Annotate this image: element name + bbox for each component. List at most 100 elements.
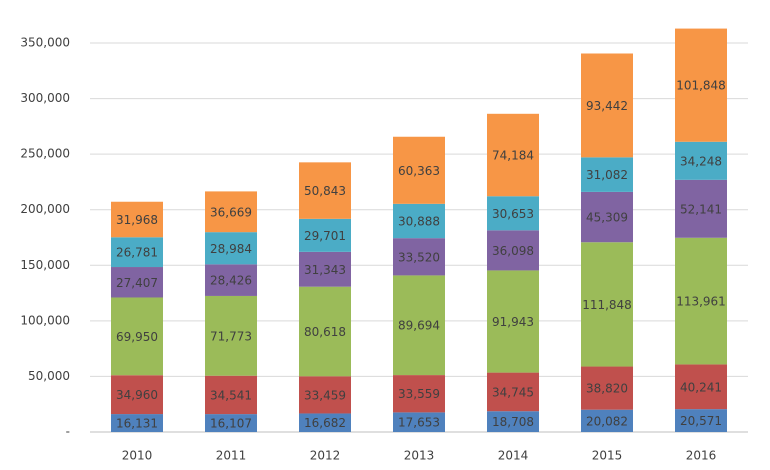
bar-segment: [581, 191, 633, 243]
bar-segment: [581, 157, 633, 192]
bar-segment: [487, 411, 539, 432]
bar-segment: [675, 28, 727, 142]
value-label: 16,682: [304, 416, 346, 430]
value-label: 74,184: [492, 149, 534, 163]
value-label: 111,848: [582, 298, 632, 312]
value-label: 80,618: [304, 325, 346, 339]
bar-segment: [205, 232, 257, 265]
bar-segment: [675, 364, 727, 410]
bar-segment: [675, 409, 727, 432]
x-tick-label: 2010: [122, 449, 153, 463]
bar-segment: [581, 242, 633, 367]
value-label: 38,820: [586, 382, 628, 396]
x-tick-label: 2011: [216, 449, 247, 463]
value-label: 31,082: [586, 168, 628, 182]
bar-segment: [111, 201, 163, 238]
bar-segment: [299, 413, 351, 432]
bar-segment: [675, 141, 727, 180]
y-tick-label: 250,000: [20, 147, 70, 161]
value-label: 27,407: [116, 276, 158, 290]
bar-segment: [111, 297, 163, 376]
x-tick-label: 2012: [310, 449, 341, 463]
bar-segment: [299, 286, 351, 377]
value-label: 89,694: [398, 319, 440, 333]
bar-segment: [581, 366, 633, 410]
value-label: 36,669: [210, 205, 252, 219]
value-label: 101,848: [676, 79, 726, 93]
value-label: 16,131: [116, 417, 158, 431]
value-label: 34,960: [116, 388, 158, 402]
x-tick-label: 2014: [498, 449, 529, 463]
value-label: 50,843: [304, 184, 346, 198]
value-label: 34,541: [210, 388, 252, 402]
value-label: 69,950: [116, 330, 158, 344]
bar-segment: [205, 375, 257, 415]
value-label: 33,459: [304, 388, 346, 402]
bar-segment: [205, 295, 257, 376]
y-tick-label: -: [66, 425, 70, 439]
bar-segment: [675, 179, 727, 238]
value-label: 17,653: [398, 416, 440, 430]
value-label: 28,984: [210, 242, 252, 256]
value-label: 91,943: [492, 315, 534, 329]
value-label: 31,968: [116, 213, 158, 227]
value-label: 33,520: [398, 250, 440, 264]
bar-segment: [205, 414, 257, 432]
x-tick-label: 2013: [404, 449, 435, 463]
value-label: 71,773: [210, 329, 252, 343]
bar-segment: [487, 372, 539, 412]
bar-segment: [111, 414, 163, 432]
value-label: 40,241: [680, 380, 722, 394]
bar-segment: [393, 238, 445, 276]
value-label: 31,343: [304, 263, 346, 277]
bar-segment: [299, 218, 351, 252]
y-tick-label: 100,000: [20, 313, 70, 327]
x-tick-label: 2015: [592, 449, 623, 463]
value-label: 16,107: [210, 417, 252, 431]
bar-segment: [393, 203, 445, 239]
bar-segment: [393, 136, 445, 204]
value-label: 113,961: [676, 295, 726, 309]
value-label: 28,426: [210, 274, 252, 288]
value-label: 93,442: [586, 99, 628, 113]
bar-segment: [205, 191, 257, 233]
value-label: 60,363: [398, 164, 440, 178]
bar-segment: [111, 237, 163, 268]
value-label: 30,888: [398, 214, 440, 228]
bar-segment: [487, 270, 539, 373]
value-label: 18,708: [492, 415, 534, 429]
bar-segment: [487, 196, 539, 231]
bar-segment: [487, 230, 539, 271]
y-tick-label: 150,000: [20, 258, 70, 272]
value-label: 20,082: [586, 414, 628, 428]
value-label: 45,309: [586, 211, 628, 225]
bar-segment: [111, 375, 163, 415]
bar-segment: [299, 376, 351, 414]
bar-segment: [299, 251, 351, 287]
bar-segment: [581, 409, 633, 432]
value-label: 34,248: [680, 154, 722, 168]
value-label: 34,745: [492, 385, 534, 399]
bar-segment: [205, 264, 257, 296]
value-label: 26,781: [116, 246, 158, 260]
value-label: 30,653: [492, 207, 534, 221]
y-tick-label: 300,000: [20, 91, 70, 105]
bar-segment: [581, 53, 633, 158]
y-tick-label: 350,000: [20, 36, 70, 50]
bar-segment: [675, 237, 727, 365]
bar-segment: [487, 113, 539, 197]
value-label: 20,571: [680, 414, 722, 428]
bar-segment: [393, 275, 445, 376]
value-label: 33,559: [398, 387, 440, 401]
value-label: 29,701: [304, 229, 346, 243]
bar-segment: [393, 375, 445, 413]
bar-segment: [393, 412, 445, 432]
y-tick-label: 50,000: [28, 369, 70, 383]
value-label: 36,098: [492, 244, 534, 258]
y-tick-label: 200,000: [20, 202, 70, 216]
bar-segment: [111, 267, 163, 298]
x-tick-label: 2016: [686, 449, 717, 463]
bar-segment: [299, 162, 351, 219]
value-label: 52,141: [680, 202, 722, 216]
